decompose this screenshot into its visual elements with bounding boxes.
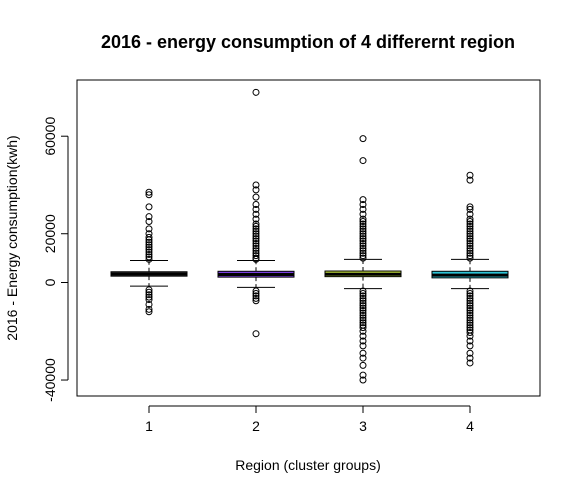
y-tick-label: 0 — [42, 278, 58, 286]
box-2 — [218, 89, 294, 336]
chart-title: 2016 - energy consumption of 4 differern… — [101, 32, 515, 52]
y-axis: -40000 0 20000 60000 — [42, 117, 68, 402]
x-tick-label: 1 — [145, 418, 153, 434]
outlier-point — [360, 136, 366, 142]
y-tick-label: -40000 — [42, 358, 58, 402]
y-tick-label: 60000 — [42, 117, 58, 156]
box-3 — [325, 136, 401, 383]
outlier-point — [360, 158, 366, 164]
y-axis-label: 2016 - Energy consumption(kwh) — [4, 135, 20, 340]
outlier-point — [360, 362, 366, 368]
outlier-point — [253, 331, 259, 337]
y-tick-label: 20000 — [42, 214, 58, 253]
outlier-point — [253, 194, 259, 200]
x-tick-label: 3 — [359, 418, 367, 434]
outlier-point — [253, 89, 259, 95]
x-axis-label: Region (cluster groups) — [235, 457, 381, 473]
x-tick-label: 4 — [466, 418, 474, 434]
outlier-point — [146, 204, 152, 210]
x-tick-label: 2 — [252, 418, 260, 434]
box-1 — [111, 189, 187, 314]
box-4 — [432, 172, 508, 366]
boxes-group — [111, 89, 508, 383]
x-axis: 1 2 3 4 — [145, 406, 474, 434]
